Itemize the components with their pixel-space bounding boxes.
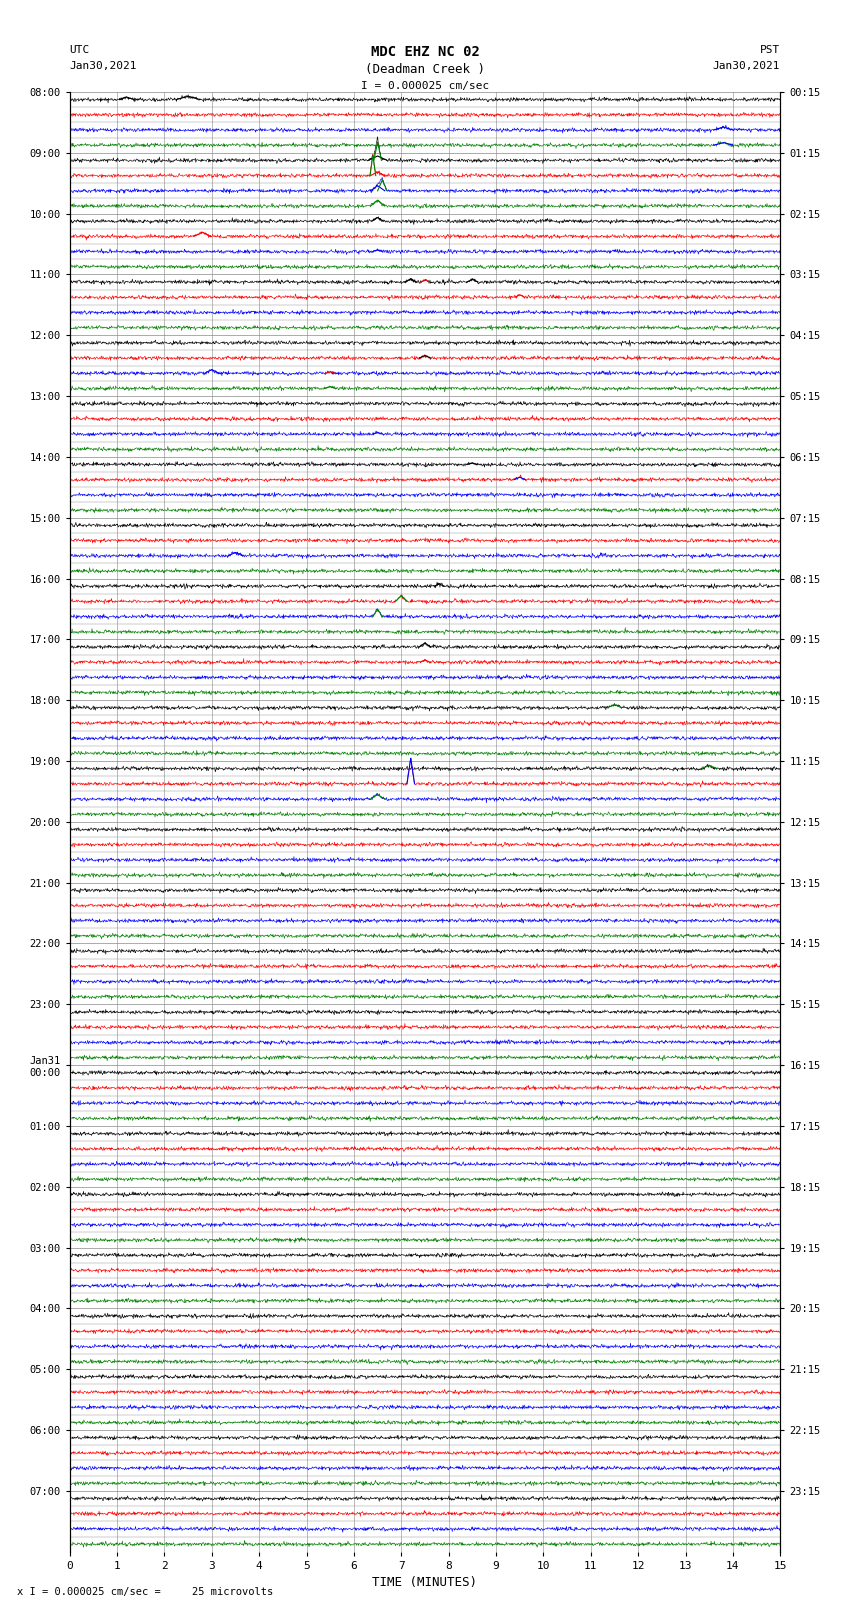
Text: x I = 0.000025 cm/sec =     25 microvolts: x I = 0.000025 cm/sec = 25 microvolts xyxy=(17,1587,273,1597)
Text: I = 0.000025 cm/sec: I = 0.000025 cm/sec xyxy=(361,81,489,90)
Text: (Deadman Creek ): (Deadman Creek ) xyxy=(365,63,485,76)
Text: Jan30,2021: Jan30,2021 xyxy=(713,61,780,71)
Text: MDC EHZ NC 02: MDC EHZ NC 02 xyxy=(371,45,479,60)
Text: Jan30,2021: Jan30,2021 xyxy=(70,61,137,71)
Text: PST: PST xyxy=(760,45,780,55)
Text: UTC: UTC xyxy=(70,45,90,55)
X-axis label: TIME (MINUTES): TIME (MINUTES) xyxy=(372,1576,478,1589)
